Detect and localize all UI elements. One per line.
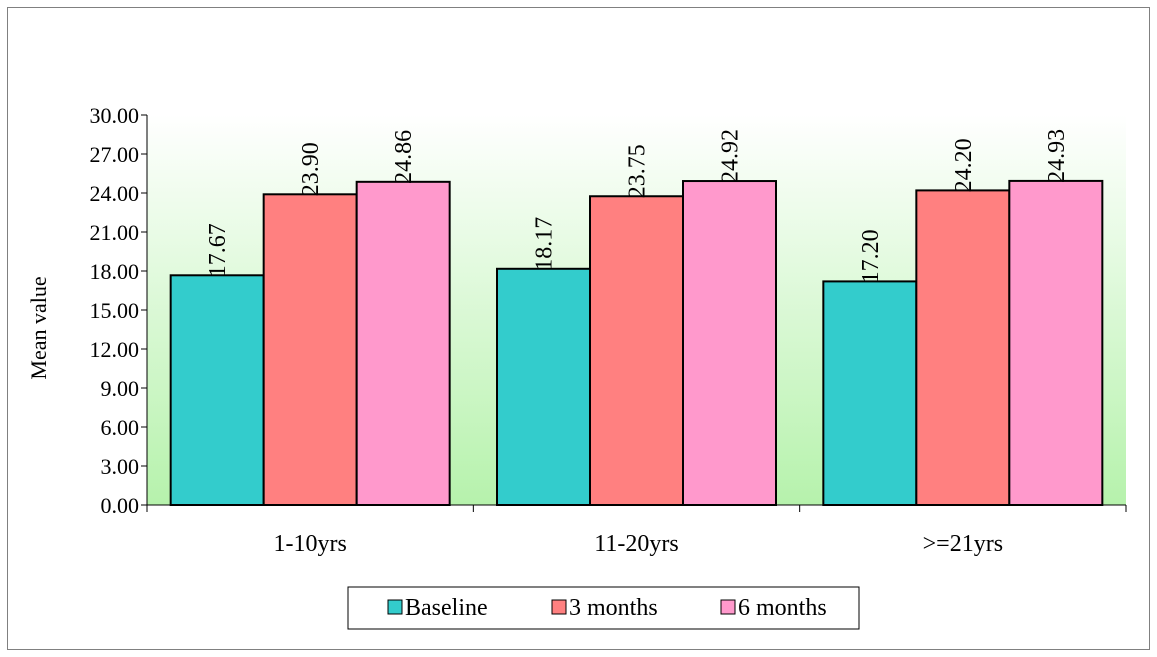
y-tick-label: 18.00 (90, 259, 140, 284)
legend-label: 3 months (569, 595, 658, 621)
data-label: 24.92 (718, 129, 744, 183)
bar-baseline (496, 267, 591, 507)
legend-box (347, 586, 860, 630)
data-label: 23.90 (298, 142, 324, 196)
bar-6-months (355, 180, 451, 506)
y-tick-label: 12.00 (90, 337, 140, 362)
y-tick-label: 27.00 (90, 142, 140, 167)
bar-6-months (682, 180, 777, 506)
data-label: 24.20 (951, 138, 977, 192)
y-tick-label: 30.00 (90, 103, 140, 128)
data-label: 18.17 (532, 217, 558, 271)
bar-6-months (1008, 179, 1104, 506)
y-tick-label: 0.00 (101, 493, 140, 518)
bar-3-months (915, 189, 1011, 506)
legend: Baseline 3 months 6 months (347, 586, 860, 630)
legend-label: Baseline (405, 595, 488, 621)
y-axis-label: Mean value (26, 276, 51, 379)
bar-baseline (169, 274, 265, 507)
x-tick-label: 11-20yrs (594, 531, 678, 557)
x-tick-label: 1-10yrs (274, 531, 347, 557)
y-tick-label: 3.00 (101, 454, 140, 479)
y-tick-label: 9.00 (101, 376, 140, 401)
bar-baseline (822, 280, 918, 506)
data-label: 17.67 (205, 223, 231, 277)
bar-3-months (589, 195, 684, 506)
data-label: 23.75 (625, 144, 651, 198)
legend-swatch (551, 599, 567, 615)
y-tick-label: 24.00 (90, 181, 140, 206)
y-tick-label: 6.00 (101, 415, 140, 440)
y-tick-label: 21.00 (90, 220, 140, 245)
legend-swatch (387, 599, 403, 615)
x-tick-label: >=21yrs (923, 531, 1003, 557)
legend-swatch (720, 599, 736, 615)
y-tick-label: 15.00 (90, 298, 140, 323)
data-label: 24.93 (1044, 129, 1070, 183)
data-label: 17.20 (858, 229, 884, 283)
legend-label: 6 months (738, 595, 827, 621)
bar-3-months (262, 193, 358, 507)
data-label: 24.86 (391, 130, 417, 184)
